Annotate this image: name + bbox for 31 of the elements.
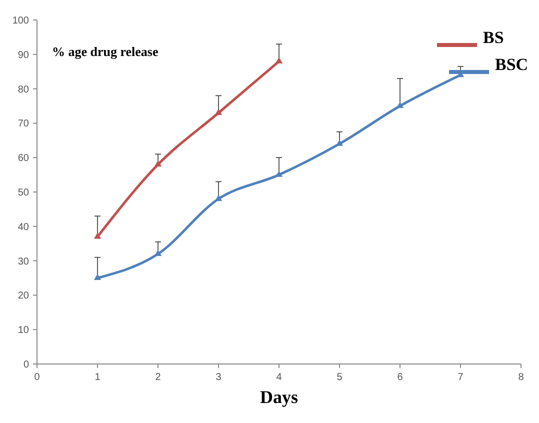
x-axis-title: Days (260, 387, 298, 407)
legend-label: BS (483, 28, 504, 47)
point (154, 160, 162, 167)
point (275, 57, 283, 64)
x-tick-label: 5 (336, 372, 343, 383)
x-tick-label: 0 (34, 372, 40, 383)
point (94, 274, 102, 280)
y-tick-label: 30 (18, 256, 30, 268)
point (214, 194, 222, 201)
x-tick-label: 2 (155, 372, 162, 383)
y-tick-label: 80 (18, 84, 30, 96)
x-tick-label: 4 (276, 372, 282, 383)
y-tick-label: 40 (18, 222, 30, 233)
x-tick-label: 7 (458, 372, 464, 383)
y-tick-label: 60 (18, 153, 30, 164)
x-tick-label: 3 (216, 372, 222, 383)
y-tick-label: 50 (18, 188, 30, 198)
y-tick-label: 10 (18, 325, 30, 336)
point (214, 108, 222, 115)
annotation: % age drug release (52, 44, 158, 59)
y-tick-label: 90 (18, 50, 30, 61)
x-tick-label: 6 (397, 372, 404, 383)
y-tick-label: 0 (23, 360, 30, 370)
point (94, 232, 102, 239)
point (154, 250, 162, 256)
y-tick-label: 70 (18, 118, 30, 130)
y-tick-label: 20 (18, 290, 30, 302)
x-tick-label: 1 (94, 372, 101, 383)
x-tick-label: 8 (518, 372, 524, 383)
legend-label: BSC (495, 55, 528, 74)
y-tick-label: 100 (12, 16, 30, 26)
